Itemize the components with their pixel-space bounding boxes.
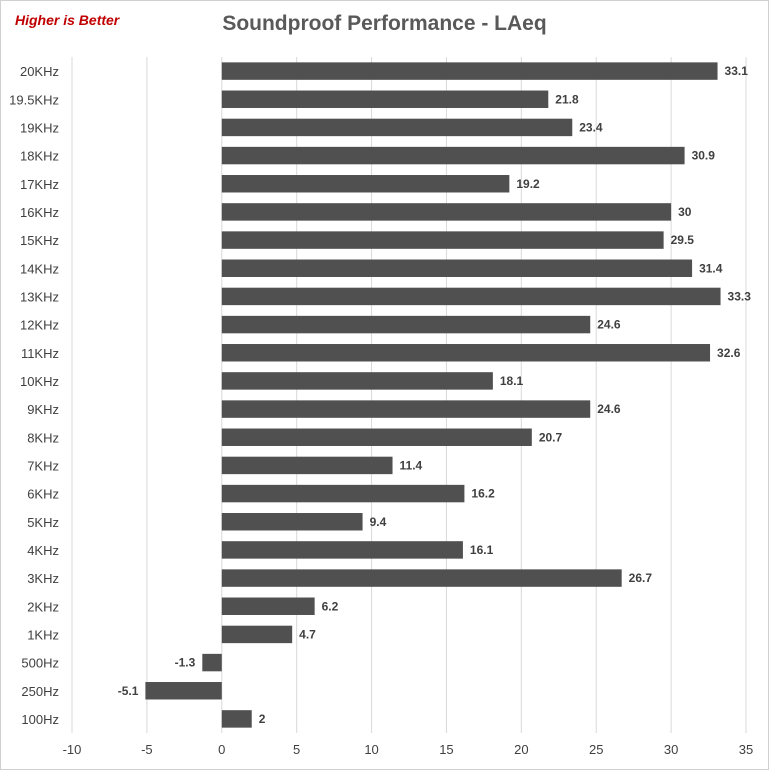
category-label: 18KHz (20, 149, 59, 164)
bar (221, 569, 622, 587)
data-label: 16.2 (471, 487, 495, 501)
gridlines (71, 57, 747, 733)
data-label: -5.1 (118, 684, 139, 698)
data-label: 16.1 (470, 543, 494, 557)
category-label: 20KHz (20, 64, 59, 79)
bar (221, 315, 591, 334)
x-tick-label: 30 (664, 742, 678, 757)
category-label: 6KHz (27, 487, 59, 502)
category-label: 1KHz (27, 627, 59, 642)
category-label: 17KHz (20, 177, 59, 192)
category-label: 15KHz (20, 233, 59, 248)
bar (221, 231, 664, 249)
category-label: 7KHz (27, 458, 59, 473)
category-label: 19KHz (20, 120, 59, 135)
bar (221, 625, 293, 644)
data-label: 31.4 (699, 261, 723, 275)
data-labels: 33.1 21.823.4 30.9 19.2 30 29.5 31.4 33.3 24.6 32… (118, 64, 752, 726)
bar (221, 259, 693, 277)
category-label: 10KHz (20, 374, 59, 389)
data-label: 4.7 (299, 627, 316, 641)
category-label: 100Hz (21, 712, 59, 727)
bar (221, 484, 465, 503)
data-label: 26.7 (629, 571, 653, 585)
category-label: 13KHz (20, 289, 59, 304)
data-label: 23.4 (579, 120, 603, 134)
x-tick-label: 35 (739, 742, 753, 757)
bar (221, 710, 252, 728)
category-label: 2KHz (27, 599, 59, 614)
data-label: 18.1 (500, 374, 524, 388)
x-tick-label: -5 (141, 742, 153, 757)
x-tick-label: 5 (293, 742, 300, 757)
bar (221, 513, 363, 531)
data-label: 2 (259, 712, 266, 726)
data-label: 11.4 (400, 458, 423, 472)
bar (221, 541, 463, 559)
data-label: 9.4 (370, 515, 387, 529)
bar (145, 682, 222, 700)
bar (221, 203, 672, 221)
bar (221, 287, 721, 306)
bar (221, 400, 591, 418)
category-label: 5KHz (27, 515, 59, 530)
bar (221, 118, 573, 137)
x-axis-ticks: -10 -5 0 5 10 15 20 25 30 35 (63, 742, 754, 757)
category-label: 9KHz (27, 402, 59, 417)
category-label: 14KHz (20, 261, 59, 276)
higher-is-better-note: Higher is Better (15, 12, 120, 28)
bars (145, 62, 721, 728)
category-label: 4KHz (27, 543, 59, 558)
category-label: 250Hz (21, 684, 59, 699)
data-label: 29.5 (671, 233, 695, 247)
data-label: 33.3 (728, 289, 752, 303)
x-tick-label: 10 (364, 742, 378, 757)
bar (221, 456, 393, 475)
data-label: 19.2 (516, 177, 540, 191)
data-label: 33.1 (725, 64, 749, 78)
bar (221, 146, 685, 165)
category-label: 11KHz (21, 346, 59, 361)
category-label: 12KHz (20, 318, 59, 333)
data-label: -1.3 (175, 656, 196, 670)
chart-title: Soundproof Performance - LAeq (222, 12, 547, 35)
bar (221, 175, 510, 193)
category-label: 19.5KHz (9, 92, 59, 107)
category-label: 8KHz (27, 430, 59, 445)
bar (221, 90, 549, 108)
x-tick-label: -10 (63, 742, 82, 757)
category-labels: 20KHz 19.5KHz 19KHz 18KHz 17KHz 16KHz 15KHz 14K… (9, 64, 59, 727)
data-label: 32.6 (717, 346, 741, 360)
x-tick-label: 0 (218, 742, 225, 757)
bar (202, 653, 222, 672)
category-label: 16KHz (20, 205, 59, 220)
data-label: 30.9 (692, 149, 716, 163)
data-label: 20.7 (539, 430, 563, 444)
x-tick-label: 25 (589, 742, 603, 757)
bar (221, 62, 718, 80)
data-label: 24.6 (597, 318, 621, 332)
x-tick-label: 20 (514, 742, 528, 757)
x-tick-label: 15 (439, 742, 453, 757)
category-label: 500Hz (21, 656, 59, 671)
category-label: 3KHz (27, 571, 59, 586)
bar (221, 372, 493, 390)
bar (221, 344, 711, 362)
data-label: 24.6 (597, 402, 621, 416)
bar (221, 597, 315, 615)
bar (221, 428, 532, 446)
data-label: 21.8 (555, 92, 579, 106)
data-label: 30 (678, 205, 692, 219)
data-label: 6.2 (322, 599, 339, 613)
